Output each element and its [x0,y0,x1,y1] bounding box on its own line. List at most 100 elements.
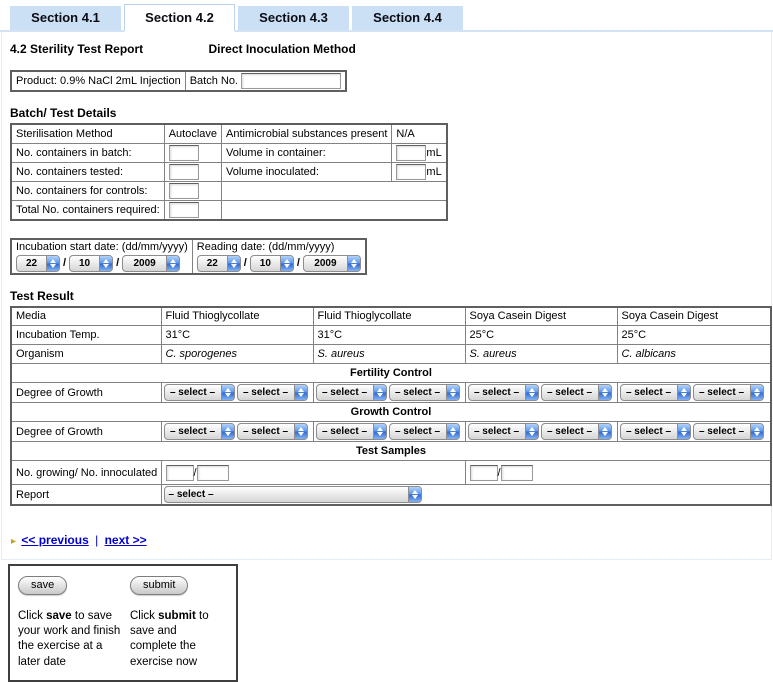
fertility-degree-select[interactable]: – select – [315,384,387,401]
tab-section-4-2[interactable]: Section 4.2 [124,4,235,32]
select-stepper-icon [293,424,307,439]
submit-description: Click submit to save and complete the ex… [130,610,209,668]
reading-day-select[interactable]: 22 [196,254,241,272]
volume-in-container-unit: mL [426,146,442,159]
select-stepper-icon [597,424,611,439]
incubation-temp-row: Incubation Temp. 31°C 31°C 25°C 25°C [10,325,772,345]
select-stepper-icon [749,424,763,439]
fertility-degree-select[interactable]: – select – [236,384,308,401]
no-inoculated-input-1[interactable] [196,464,229,481]
growth-degree-select[interactable]: – select – [163,423,235,440]
previous-link[interactable]: << previous [21,533,89,547]
growth-degree-select[interactable]: – select – [236,423,308,440]
containers-required-input[interactable] [168,201,199,218]
save-button[interactable]: save [18,576,68,595]
tab-section-4-1[interactable]: Section 4.1 [10,6,121,30]
containers-controls-label: No. containers for controls: [10,180,165,201]
reading-year-select[interactable]: 2009 [302,254,361,272]
select-stepper-icon [220,385,234,400]
method-title: Direct Inoculation Method [208,42,356,56]
slash: / [497,466,501,479]
select-stepper-icon [524,424,538,439]
growth-degree-select[interactable]: – select – [388,423,460,440]
organism-value: S. aureus [312,344,466,364]
select-stepper-icon [372,385,386,400]
containers-in-batch-input[interactable] [168,144,199,161]
col-autoclave: Autoclave [163,123,223,144]
no-growing-input-2[interactable] [469,464,498,481]
select-stepper-icon [407,487,421,502]
fertility-degree-select[interactable]: – select – [619,384,691,401]
save-description: Click save to save your work and finish … [18,610,121,668]
product-label: Product: [16,75,57,87]
temp-value: 25°C [616,325,772,345]
containers-required-label: Total No. containers required: [10,199,165,220]
no-growing-row: No. growing/ No. innoculated / / [10,460,772,485]
select-stepper-icon [445,385,459,400]
nav-bullet-icon: ▸ [11,536,17,547]
temp-value: 31°C [160,325,314,345]
date-separator: / [116,257,120,269]
next-link[interactable]: next >> [104,533,147,547]
growth-degree-select[interactable]: – select – [540,423,612,440]
fertility-degree-select[interactable]: – select – [163,384,235,401]
select-stepper-icon [676,385,690,400]
degree-of-growth-label: Degree of Growth [10,421,162,442]
incubation-year-select[interactable]: 2009 [122,254,181,272]
fertility-control-header: Fertility Control [10,363,772,383]
fertility-degree-row: Degree of Growth – select – – select – –… [10,382,772,403]
growth-degree-select[interactable]: – select – [467,423,539,440]
dates-table: Incubation start date: (dd/mm/yyyy) 22 /… [10,237,367,275]
test-samples-header: Test Samples [10,441,772,461]
temp-value: 25°C [464,325,618,345]
incubation-day-select[interactable]: 22 [16,254,60,272]
select-stepper-icon [46,255,59,271]
media-value: Soya Casein Digest [464,306,618,326]
batch-no-label: Batch No. [189,74,238,87]
no-growing-input-1[interactable] [165,464,194,481]
save-column: save Click save to save your work and fi… [16,574,128,670]
growth-degree-select[interactable]: – select – [315,423,387,440]
fertility-degree-select[interactable]: – select – [388,384,460,401]
containers-tested-input[interactable] [168,163,199,180]
growth-control-row: Growth Control [10,402,772,422]
volume-inoculated-unit: mL [426,165,442,178]
date-separator: / [243,257,247,269]
reading-month-select[interactable]: 10 [249,254,294,272]
growth-degree-select[interactable]: – select – [619,423,691,440]
volume-inoculated-label: Volume inoculated: [220,161,393,182]
nav-divider: | [95,533,99,547]
volume-inoculated-input[interactable] [396,163,427,180]
select-stepper-icon [445,424,459,439]
fertility-degree-select[interactable]: – select – [467,384,539,401]
growth-degree-select[interactable]: – select – [692,423,764,440]
growth-degree-row: Degree of Growth – select – – select – –… [10,421,772,442]
tab-section-4-4[interactable]: Section 4.4 [352,6,463,30]
fertility-degree-select[interactable]: – select – [692,384,764,401]
batch-no-input[interactable] [241,73,342,89]
tab-section-4-3[interactable]: Section 4.3 [238,6,349,30]
select-stepper-icon [166,255,180,271]
select-stepper-icon [597,385,611,400]
select-stepper-icon [524,385,538,400]
organism-row: Organism C. sporogenes S. aureus S. aure… [10,344,772,364]
select-stepper-icon [676,424,690,439]
product-table: Product: 0.9% NaCl 2mL Injection Batch N… [10,70,348,92]
date-separator: / [63,257,67,269]
submit-button[interactable]: submit [130,576,189,595]
incubation-month-select[interactable]: 10 [69,254,114,272]
test-result-table: Media Fluid Thioglycollate Fluid Thiogly… [10,305,772,506]
organism-label: Organism [10,344,162,364]
volume-in-container-input[interactable] [396,144,427,161]
report-select[interactable]: – select – [163,486,422,503]
select-stepper-icon [293,385,307,400]
fertility-degree-select[interactable]: – select – [540,384,612,401]
no-inoculated-input-2[interactable] [500,464,533,481]
containers-controls-input[interactable] [168,182,199,199]
incubation-date-label: Incubation start date: (dd/mm/yyyy) [16,240,188,253]
batch-no-cell: Batch No. [184,70,347,92]
organism-value: C. albicans [616,344,772,364]
test-samples-row: Test Samples [10,441,772,461]
volume-in-container-label: Volume in container: [220,142,393,163]
col-antimicrobial: Antimicrobial substances present [220,123,393,144]
